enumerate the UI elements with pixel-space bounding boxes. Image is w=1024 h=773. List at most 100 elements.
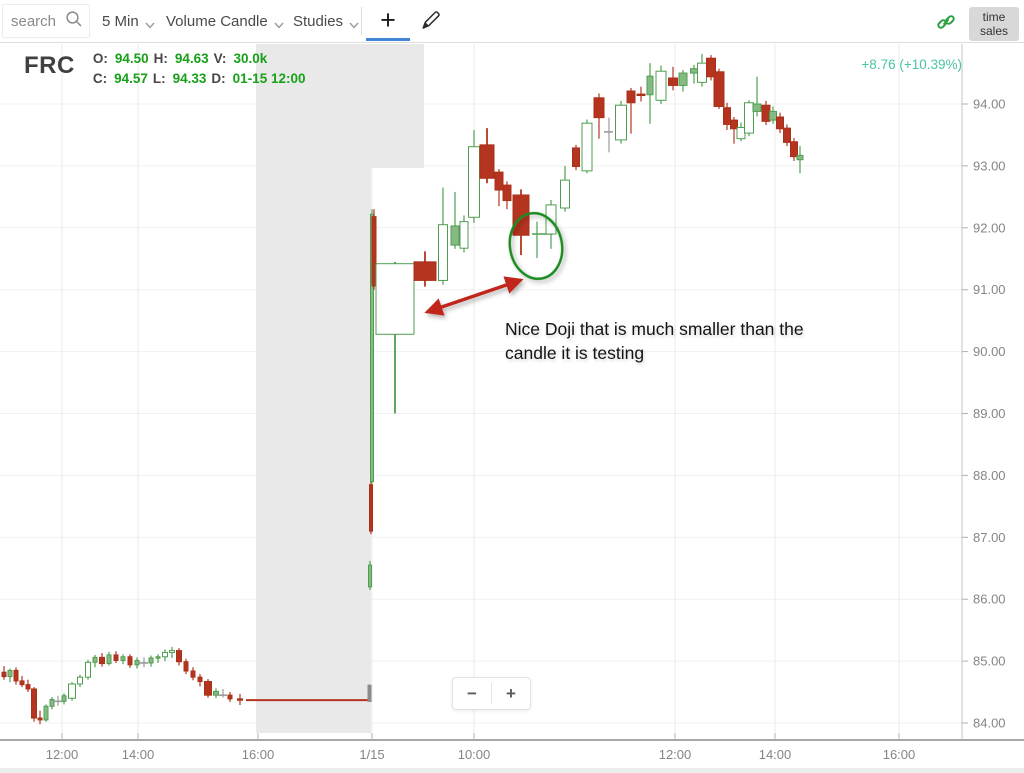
ohlc-readout: O: 94.50 H: 94.63 V: 30.0k C: 94.57 L: 94.33 D: 01… <box>93 50 306 86</box>
studies-label: Studies <box>293 12 344 30</box>
ohlc-row-2: C: 94.57 L: 94.33 D: 01-15 12:00 <box>93 71 306 86</box>
candle-body <box>120 656 126 661</box>
time-axis-label: 10:00 <box>458 747 491 762</box>
time-sales-button[interactable]: time sales <box>969 7 1019 41</box>
candle-body <box>237 698 243 701</box>
candle-body <box>204 681 212 696</box>
candle-body <box>368 564 372 588</box>
time-axis-label: 14:00 <box>122 747 155 762</box>
candle-body <box>723 107 731 125</box>
symbol-label: FRC <box>24 52 75 79</box>
candle-body <box>1 671 7 678</box>
zoom-controls-divider <box>491 683 492 704</box>
candle-body <box>92 656 98 663</box>
time-axis-label: 12:00 <box>659 747 692 762</box>
candle-body <box>19 680 25 686</box>
ohlc-value: 01-15 12:00 <box>232 71 306 86</box>
candle-body <box>730 119 738 130</box>
chart-type-label: Volume Candle <box>166 12 268 30</box>
price-axis-label: 89.00 <box>973 406 1006 421</box>
candle-body <box>646 75 654 96</box>
band-edge-tick <box>367 684 372 702</box>
studies-dropdown[interactable]: Studies <box>293 0 359 42</box>
price-axis-label: 85.00 <box>973 654 1006 669</box>
candle-body <box>713 71 725 107</box>
ohlc-label: L: <box>152 71 166 86</box>
price-axis-label: 91.00 <box>973 282 1006 297</box>
candle-body <box>169 650 175 653</box>
interval-dropdown[interactable]: 5 Min <box>102 0 155 42</box>
candle-body <box>375 263 415 335</box>
candle-body <box>77 676 83 685</box>
change-label: +8.76 (+10.39%) <box>861 57 962 72</box>
candle-body <box>37 717 43 721</box>
chart-type-dropdown[interactable]: Volume Candle <box>166 0 284 42</box>
page-bottom-strip <box>0 768 1024 773</box>
toolbar: search 5 Min Volume Candle Studies + tim… <box>0 0 1024 43</box>
candle-body <box>371 216 377 287</box>
candle-body <box>752 103 762 112</box>
candle-body <box>626 90 636 104</box>
price-axis-label: 92.00 <box>973 220 1006 235</box>
candle-body <box>85 661 91 678</box>
candle-body <box>761 104 771 122</box>
time-sales-label-line2: sales <box>979 24 1008 38</box>
search-input[interactable]: search <box>2 4 90 38</box>
candle-body <box>413 261 437 281</box>
ohlc-value: 94.50 <box>114 51 149 66</box>
candle-body <box>370 213 374 483</box>
candle-body <box>468 146 480 218</box>
chevron-down-icon <box>274 16 284 33</box>
price-axis-label: 93.00 <box>973 158 1006 173</box>
zoom-out-button[interactable]: − <box>453 678 491 709</box>
candle-body <box>450 225 460 246</box>
candle-body <box>99 656 105 665</box>
time-axis-label: 16:00 <box>883 747 916 762</box>
candle-body <box>655 70 667 101</box>
candle-body <box>127 656 133 666</box>
search-placeholder: search <box>11 12 57 30</box>
zoom-in-button[interactable]: + <box>492 678 530 709</box>
candle-body <box>593 97 605 119</box>
toolbar-divider <box>361 7 362 35</box>
chevron-down-icon <box>349 16 359 33</box>
candle-body <box>479 144 495 179</box>
price-axis-label: 90.00 <box>973 344 1006 359</box>
candle-body <box>459 221 469 249</box>
candle-body <box>776 116 784 130</box>
price-axis-label: 94.00 <box>973 97 1006 112</box>
minus-icon: − <box>467 683 477 703</box>
candle-body <box>227 694 233 700</box>
add-chart-tab[interactable]: + <box>380 5 396 35</box>
ohlc-value: 94.57 <box>114 71 148 86</box>
candle-body <box>113 654 119 661</box>
doji-circle-annotation <box>508 211 564 281</box>
candle-body <box>560 179 570 209</box>
ohlc-label: D: <box>211 71 226 86</box>
candle-body <box>183 661 189 672</box>
draw-tool-button[interactable] <box>418 9 444 35</box>
candle-body <box>43 705 49 721</box>
price-axis-label: 86.00 <box>973 592 1006 607</box>
candle-body <box>68 683 76 699</box>
link-button[interactable] <box>936 12 956 32</box>
time-axis-label: 14:00 <box>759 747 792 762</box>
candle-body <box>7 669 13 678</box>
arrow-annotation <box>424 276 524 316</box>
candle-body <box>31 688 37 719</box>
candle-body <box>438 224 448 281</box>
search-icon <box>65 10 83 33</box>
candle-body <box>783 127 791 143</box>
link-icon <box>936 15 956 36</box>
time-sales-label-line1: time <box>982 9 1006 24</box>
candle-body <box>790 141 798 158</box>
ohlc-value: 94.63 <box>174 51 209 66</box>
ohlc-label: O: <box>92 51 108 66</box>
candle-body <box>697 62 707 83</box>
zoom-controls: − + <box>452 677 531 710</box>
chart-header: FRC O: 94.50 H: 94.63 V: 30.0k C: 94.57 L: 94.33… <box>24 50 305 86</box>
candle-body <box>615 104 627 141</box>
candle-body <box>636 93 646 96</box>
annotation-note: Nice Doji that is much smaller than the … <box>505 318 804 365</box>
